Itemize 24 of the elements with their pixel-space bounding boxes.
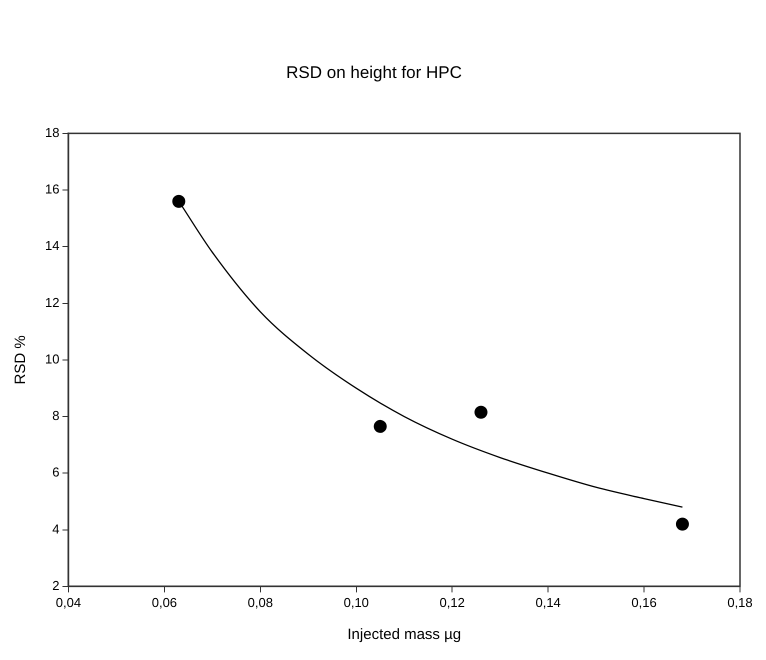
point [474,406,488,419]
point [374,420,387,433]
y-tick-label: 14 [44,238,60,254]
y-tick-label: 4 [52,521,60,536]
x-tick-label: 0,12 [440,594,465,610]
point [676,518,689,531]
chart-title: RSD on height for HPC [286,62,462,82]
y-tick-label: 10 [44,351,60,366]
x-tick-label: 0,10 [344,594,369,610]
y-tick-label: 6 [52,464,60,480]
y-axis-title: RSD % [12,335,30,384]
y-tick-label: 8 [52,408,60,424]
x-tick-label: 0,14 [535,594,561,610]
y-tick-label: 12 [44,294,60,310]
y-tick-label: 18 [44,124,60,140]
point [172,194,186,208]
x-tick-label: 0,16 [631,594,657,610]
y-tick-label: 16 [44,182,60,197]
x-axis-title: Injected mass µg [347,626,462,644]
x-tick-label: 0,08 [248,594,273,610]
y-tick-label: 2 [52,578,60,593]
x-tick-label: 0,18 [727,594,753,610]
x-tick-label: 0,06 [152,594,178,610]
x-tick-label: 0,04 [56,594,82,610]
